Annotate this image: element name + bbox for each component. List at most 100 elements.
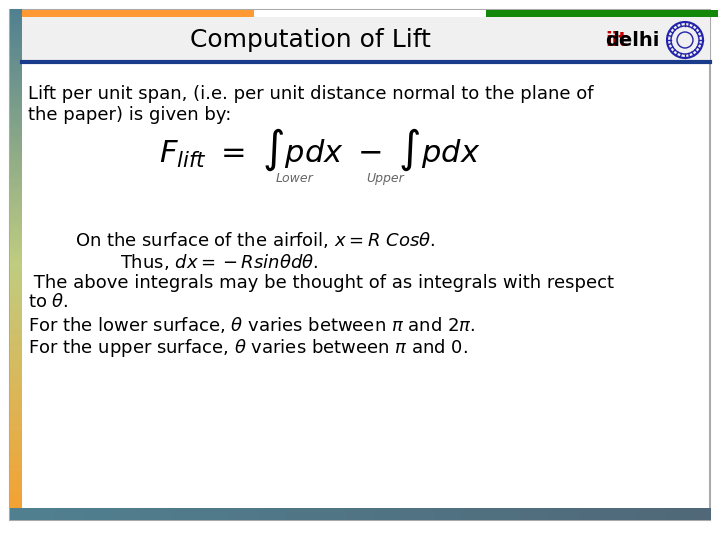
Bar [360, 508, 364, 520]
Bar [398, 508, 402, 520]
Bar [582, 508, 585, 520]
Bar [705, 508, 708, 520]
Bar [10, 114, 22, 118]
Bar [538, 508, 541, 520]
Bar [22, 10, 710, 60]
Bar [10, 441, 22, 444]
Bar [24, 508, 27, 520]
Bar [15, 508, 19, 520]
Bar [97, 508, 102, 520]
Bar [10, 47, 22, 50]
Bar [529, 508, 534, 520]
Bar [10, 316, 22, 319]
Bar [10, 61, 22, 64]
Bar [10, 453, 22, 456]
Bar [10, 256, 22, 259]
Bar [472, 508, 476, 520]
Bar [343, 508, 347, 520]
Bar [10, 113, 22, 116]
Bar [10, 132, 22, 136]
Bar [120, 508, 123, 520]
Bar [253, 508, 257, 520]
Bar [10, 10, 22, 180]
Bar [462, 508, 465, 520]
Bar [297, 508, 301, 520]
Bar [395, 508, 400, 520]
Bar [10, 148, 22, 151]
Bar [141, 508, 145, 520]
Bar [10, 469, 22, 472]
Bar [10, 119, 22, 122]
Bar [10, 29, 22, 32]
Bar [513, 508, 517, 520]
Bar [10, 254, 22, 257]
Bar [10, 431, 22, 434]
Bar [459, 508, 462, 520]
Bar [308, 508, 312, 520]
Bar [611, 508, 616, 520]
Bar [10, 87, 22, 90]
Bar [10, 242, 22, 245]
Bar [541, 508, 544, 520]
Bar [418, 508, 421, 520]
Bar [251, 508, 254, 520]
Bar [693, 508, 698, 520]
Bar [10, 374, 22, 376]
Bar [10, 433, 22, 436]
Bar [10, 487, 22, 490]
Bar [70, 508, 74, 520]
Bar [10, 435, 22, 438]
Bar [10, 184, 22, 187]
Bar [174, 508, 178, 520]
Bar [10, 499, 22, 502]
Bar [10, 386, 22, 388]
Bar [10, 427, 22, 430]
Bar [10, 125, 22, 127]
Bar [237, 508, 240, 520]
Bar [10, 216, 22, 219]
Bar [415, 508, 418, 520]
Bar [10, 306, 22, 309]
Bar [445, 508, 449, 520]
Bar [664, 508, 667, 520]
Bar [56, 508, 60, 520]
Bar [590, 508, 593, 520]
Bar [10, 414, 22, 416]
Bar [10, 151, 22, 153]
Bar [10, 509, 22, 512]
Bar [10, 208, 22, 211]
Bar [680, 508, 684, 520]
Bar [10, 415, 22, 418]
Bar [10, 248, 22, 251]
Bar [10, 274, 22, 277]
Bar [305, 508, 309, 520]
Bar [10, 310, 22, 313]
Bar [486, 10, 718, 17]
Bar [407, 508, 410, 520]
Bar [10, 11, 22, 14]
Bar [10, 357, 22, 361]
Bar [294, 508, 298, 520]
Bar [10, 294, 22, 297]
Bar [10, 31, 22, 34]
Bar [10, 296, 22, 299]
Bar [10, 451, 22, 454]
Bar [10, 166, 22, 170]
Bar [428, 508, 432, 520]
Bar [84, 508, 88, 520]
Bar [127, 508, 131, 520]
Bar [439, 508, 443, 520]
Bar [18, 508, 22, 520]
Bar [508, 508, 511, 520]
Bar [10, 244, 22, 247]
Bar [549, 508, 552, 520]
Bar [10, 129, 22, 132]
Bar [10, 246, 22, 249]
Bar [10, 395, 22, 399]
Bar [10, 363, 22, 367]
Text: For the upper surface, $\theta$ varies between $\pi$ and $0$.: For the upper surface, $\theta$ varies b… [28, 337, 468, 359]
Bar [10, 401, 22, 404]
Bar [166, 508, 170, 520]
Bar [497, 508, 500, 520]
Bar [341, 508, 345, 520]
